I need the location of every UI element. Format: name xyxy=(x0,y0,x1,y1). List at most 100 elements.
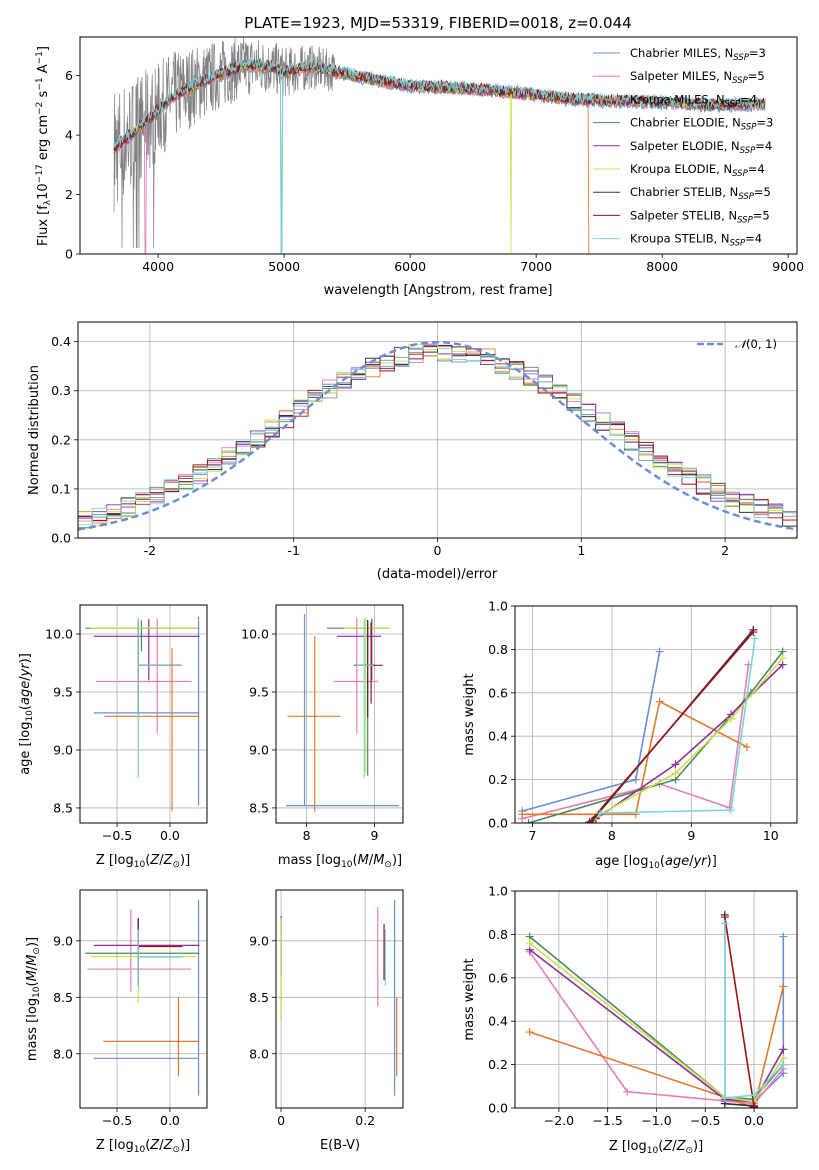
weight-marker xyxy=(779,1060,788,1069)
y-axis-label: mass [log10(M/M⊙)] xyxy=(25,937,42,1061)
y-axis-label: mass weight xyxy=(462,673,477,755)
axis-label-text: mass [log xyxy=(25,998,40,1061)
x-tick-label: 0.0 xyxy=(160,828,180,843)
legend-label: Salpeter STELIB, NSSP=5 xyxy=(630,208,770,225)
y-tick-label: 0.3 xyxy=(51,383,71,398)
panel-weight_vs_age: 7 8 9 10 0.0 0.2 0.4 0.6 0.8 1.0 mass weight age [l… xyxy=(462,599,798,871)
legend-label-suffix: =4 xyxy=(748,162,765,176)
y-tick-label: 0.1 xyxy=(51,481,71,496)
x-tick-label: 9 xyxy=(687,828,695,843)
axes-frame xyxy=(275,889,404,1109)
x-tick-label: 0.0 xyxy=(744,1113,764,1128)
y-tick-label: 0.2 xyxy=(51,432,71,447)
y-tick-label: 0.4 xyxy=(488,1014,508,1029)
y-tick-label: 9.0 xyxy=(249,933,269,948)
legend-label: Salpeter MILES, NSSP=5 xyxy=(630,69,765,86)
weight-marker xyxy=(749,628,758,637)
y-tick-label: 0.8 xyxy=(488,642,508,657)
y-tick-label: 9.5 xyxy=(249,684,269,699)
legend-label-suffix: =3 xyxy=(756,116,773,130)
y-tick-label: 9.0 xyxy=(53,933,73,948)
legend-label-text: Salpeter STELIB, N xyxy=(630,208,737,222)
histogram-9 xyxy=(78,343,797,526)
y-tick-label: 10.0 xyxy=(241,626,269,641)
weight-marker xyxy=(779,1045,788,1054)
legend-label-sub: SSP xyxy=(730,239,746,249)
weight-marker xyxy=(671,769,680,778)
y-tick-label: 2 xyxy=(65,187,73,202)
weight-line-3 xyxy=(522,700,748,816)
x-tick-label: 10 xyxy=(763,828,779,843)
axis-label-rest: 10(M/M⊙)] xyxy=(341,853,402,870)
x-tick-label: 6000 xyxy=(394,259,426,274)
legend-label: Chabrier STELIB, NSSP=5 xyxy=(630,185,771,202)
plot-area xyxy=(85,616,200,812)
panel-weight_vs_Z: −2.0 −1.5 −1.0 −0.5 0.0 0.0 0.2 0.4 0.6 0.8 1.0 mas… xyxy=(462,884,798,1156)
x-tick-label: 0 xyxy=(434,543,442,558)
x-axis-label: age [log10(age/yr)] xyxy=(595,854,717,871)
axes-frame xyxy=(275,604,404,824)
normal-curve xyxy=(78,340,797,531)
weight-marker xyxy=(524,819,533,823)
weight-marker xyxy=(750,634,759,643)
x-axis-label: E(B-V) xyxy=(320,1138,360,1153)
legend-label-text: Chabrier ELODIE, N xyxy=(630,116,741,130)
y-tick-label: 9.5 xyxy=(53,684,73,699)
y-tick-label: 0.4 xyxy=(51,334,71,349)
x-tick-label: 7000 xyxy=(520,259,552,274)
legend-label-sub: SSP xyxy=(733,53,749,63)
axes-frame xyxy=(79,36,798,255)
axis-label-text: age [log xyxy=(595,854,648,869)
plot-area xyxy=(113,37,766,254)
weight-line-2 xyxy=(521,664,750,820)
legend-label-sub: SSP xyxy=(738,192,754,202)
axes-frame xyxy=(79,889,208,1109)
x-tick-label: −1.0 xyxy=(641,1113,671,1128)
y-tick-label: 0.4 xyxy=(488,729,508,744)
weight-marker xyxy=(655,697,664,706)
weight-marker xyxy=(720,1094,729,1103)
y-axis-label: Flux [fλ10−17 erg cm−2 s−1 A−1] xyxy=(35,46,53,246)
weight-marker xyxy=(525,939,534,948)
x-axis-label: mass [log10(M/M⊙)] xyxy=(278,853,402,870)
legend-label-sub: SSP xyxy=(725,99,741,109)
x-tick-label: 5000 xyxy=(268,259,300,274)
x-axis-label-text: Z [log xyxy=(96,1138,134,1153)
x-tick-label: −0.5 xyxy=(690,1113,720,1128)
panel-mass_vs_Z: −0.5 0.0 8.0 8.5 9.0 Z [log10(Z/Z⊙)] mass [log… xyxy=(25,889,208,1155)
axes-frame xyxy=(514,605,798,824)
panel-mass_vs_ebv: 0 0.2 8.0 8.5 9.0 E(B-V) xyxy=(249,889,404,1153)
legend-label-suffix: =4 xyxy=(745,232,762,246)
legend-label-text: Salpeter ELODIE, N xyxy=(630,139,740,153)
x-axis-label: (data-model)/error xyxy=(377,567,498,582)
y-tick-label: 6 xyxy=(65,68,73,83)
y-axis-label: Normed distribution xyxy=(27,365,42,495)
legend-label-sub: SSP xyxy=(732,76,748,86)
plot-area xyxy=(525,910,788,1108)
axes-frame xyxy=(77,321,798,539)
x-tick-label: 9000 xyxy=(772,259,804,274)
plot-area xyxy=(518,625,787,823)
axis-label-text: age [log xyxy=(18,722,33,775)
legend-label-text: Salpeter MILES, N xyxy=(630,69,732,83)
axis-label-rest: 10(age/yr)] xyxy=(18,653,35,721)
legend-label: Chabrier MILES, NSSP=3 xyxy=(630,46,766,63)
weight-line-6 xyxy=(595,657,784,818)
legend-label-text: Chabrier MILES, N xyxy=(630,46,733,60)
legend-label: Kroupa STELIB, NSSP=4 xyxy=(630,232,762,249)
legend-label-sub: SSP xyxy=(740,146,756,156)
y-tick-label: 9.0 xyxy=(53,742,73,757)
weight-line-8 xyxy=(724,916,755,1108)
legend-label-suffix: =4 xyxy=(755,139,772,153)
plot-area xyxy=(78,340,797,531)
weight-marker xyxy=(525,1028,534,1037)
plot-area xyxy=(85,900,200,1096)
x-tick-label: 7 xyxy=(528,828,536,843)
legend-label-text: Chabrier STELIB, N xyxy=(630,185,738,199)
weight-marker xyxy=(585,817,594,823)
y-tick-label: 0 xyxy=(65,247,73,262)
y-tick-label: 8.0 xyxy=(249,1046,269,1061)
weight-line-4 xyxy=(529,935,784,1101)
panel-residuals: -2 -1 0 1 2 0.0 0.1 0.2 0.3 0.4 𝒩(0, 1) (data-model… xyxy=(27,321,798,582)
